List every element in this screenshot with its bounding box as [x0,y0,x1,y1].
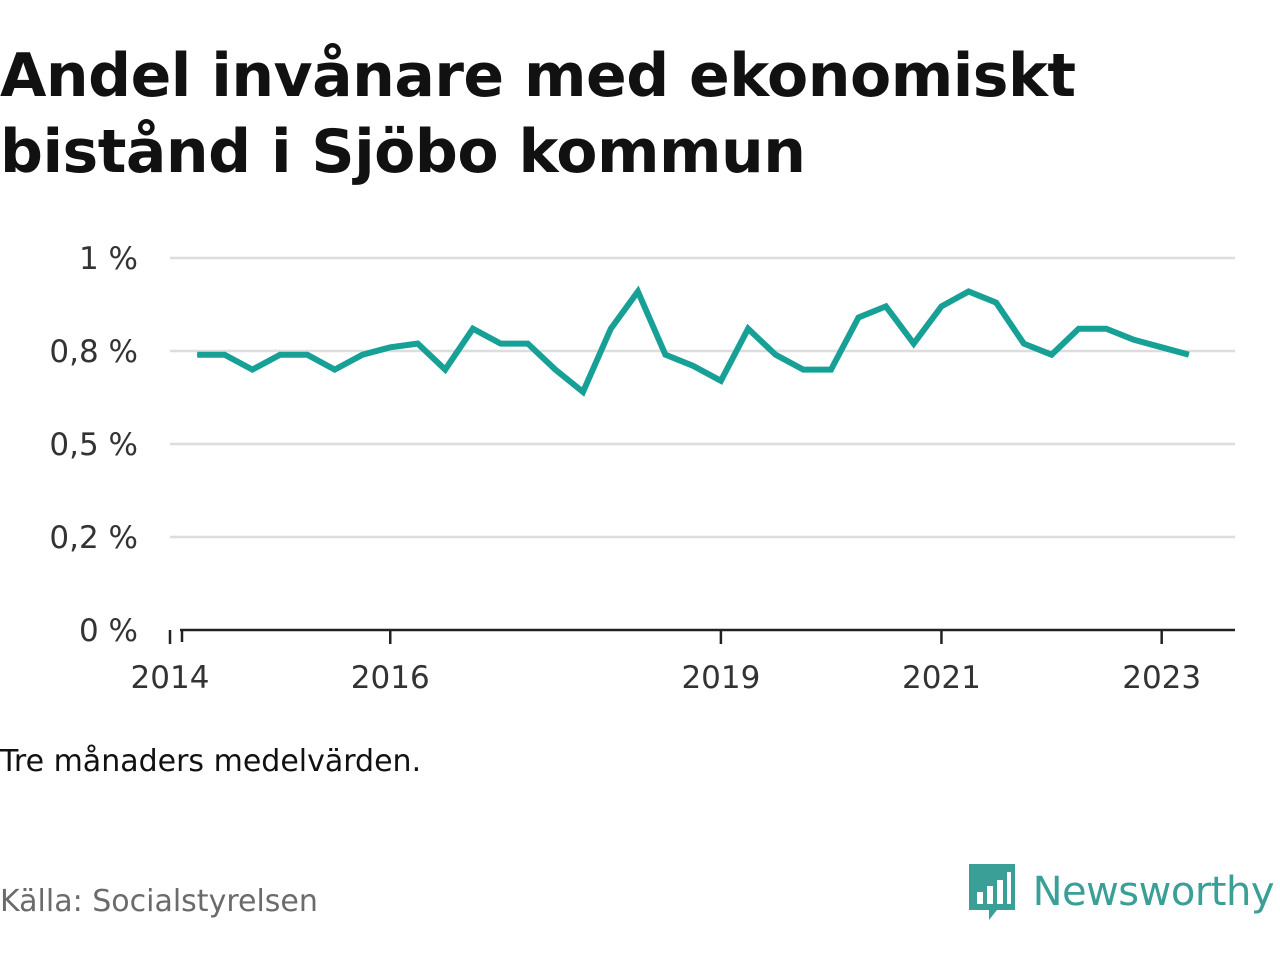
data-point [251,369,253,371]
data-point [995,302,997,304]
data-point [637,290,639,292]
data-point [1105,328,1107,330]
data-point [527,343,529,345]
y-tick-label: 1 % [79,241,138,277]
data-point [1023,343,1025,345]
data-point [417,343,419,345]
data-point [1078,328,1080,330]
data-point [913,343,915,345]
data-point [224,354,226,356]
data-point [334,369,336,371]
x-tick-label: 2016 [351,660,430,696]
data-point [554,369,556,371]
line-chart: 0 %0,2 %0,5 %0,8 %1 % 2014 2016 2019 2021 20… [49,241,1235,696]
bar-chart-speech-bubble-icon [968,864,1015,920]
data-point [361,354,363,356]
data-point [1133,339,1135,341]
y-tick-label: 0 % [79,613,138,649]
brand-logo: Newsworthy [967,862,1275,922]
data-point [610,328,612,330]
data-series [196,285,1190,397]
data-point [720,380,722,382]
data-point [940,305,942,307]
data-point [196,354,198,356]
series-line [197,285,1190,397]
data-point [500,343,502,345]
x-axis: 2014 2016 2019 2021 2023 [131,628,1235,696]
brand-name: Newsworthy [1032,869,1275,915]
data-point [472,328,474,330]
data-point [444,369,446,371]
y-tick-label: 0,8 % [49,334,138,370]
data-point [1051,354,1053,356]
source-credit: Källa: Socialstyrelsen [0,884,318,919]
y-axis-tick-labels: 0 % 0,2 % 0,5 % 0,8 % 1 % [49,241,138,649]
data-point [885,305,887,307]
data-point [306,354,308,356]
data-point [802,369,804,371]
data-point [830,369,832,371]
x-tick-label: 2019 [681,660,760,696]
data-point [747,328,749,330]
data-point [582,391,584,393]
x-tick-label: 2021 [902,660,981,696]
data-point [1161,346,1163,348]
chart-title: Andel invånare med ekonomiskt bistånd i … [0,41,1076,187]
x-tick-label: 2014 [131,660,210,696]
data-point [664,354,666,356]
data-point [692,365,694,367]
chart-note: Tre månaders medelvärden. [0,744,422,779]
data-point [857,317,859,319]
data-point [1188,354,1190,356]
data-point [389,346,391,348]
y-tick-label: 0,5 % [49,427,138,463]
data-point [968,290,970,292]
y-tick-label: 0,2 % [49,520,138,556]
gridlines [170,256,1235,539]
data-point [279,354,281,356]
x-tick-label: 2023 [1122,660,1201,696]
data-point [775,354,777,356]
